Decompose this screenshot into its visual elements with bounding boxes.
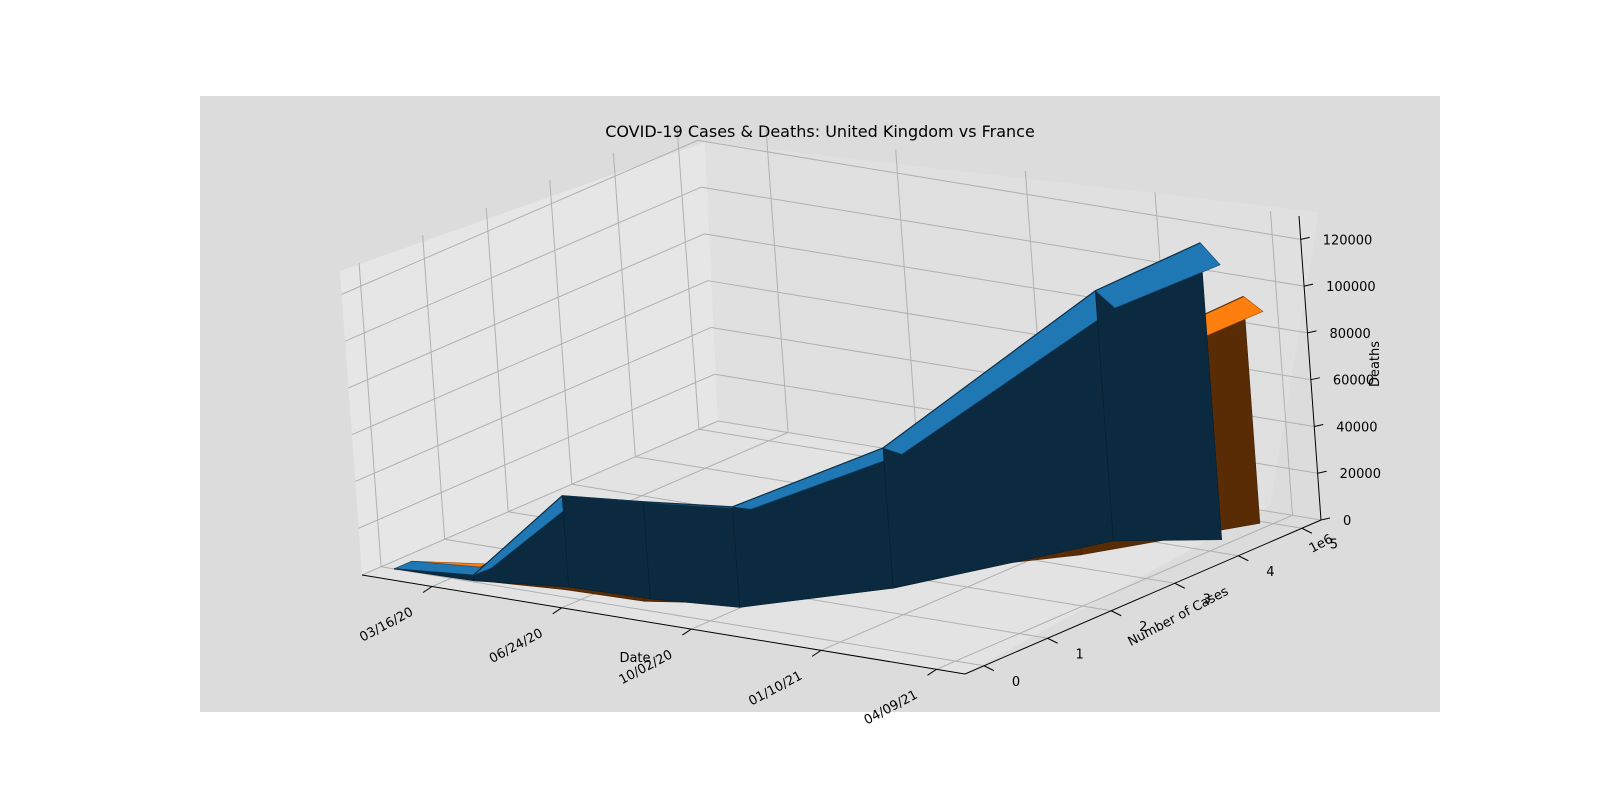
y-tick-label: 2 bbox=[1139, 620, 1147, 635]
grid-line bbox=[676, 125, 700, 430]
z-tick-mark bbox=[1317, 470, 1327, 474]
grid-line bbox=[361, 420, 719, 576]
z-axis-label: Deaths bbox=[1368, 341, 1383, 387]
grid-line bbox=[348, 233, 705, 389]
grid-line bbox=[697, 139, 1301, 240]
chart-title: COVID-19 Cases & Deaths: United Kingdom … bbox=[605, 122, 1035, 141]
grid-line bbox=[936, 514, 1293, 670]
y-tick-label: 1 bbox=[1076, 647, 1084, 662]
grid-line bbox=[341, 139, 698, 295]
x-axis-label: Date bbox=[619, 651, 650, 666]
z-tick-mark bbox=[1310, 377, 1320, 381]
x-axis-line bbox=[361, 574, 966, 675]
y-tick-label: 0 bbox=[1012, 675, 1020, 690]
grid-line bbox=[612, 152, 636, 457]
z-tick-label: 60000 bbox=[1333, 374, 1374, 389]
y-tick-mark bbox=[1174, 582, 1186, 589]
x-tick-mark bbox=[422, 586, 433, 593]
z-tick-label: 80000 bbox=[1329, 327, 1370, 342]
surface-base-patch bbox=[643, 501, 740, 608]
z-tick-mark bbox=[1314, 423, 1324, 427]
grid-line bbox=[485, 207, 509, 512]
x-tick-mark bbox=[552, 607, 562, 615]
z-tick-label: 40000 bbox=[1336, 420, 1377, 435]
z-tick-mark bbox=[1307, 330, 1317, 334]
grid-line bbox=[358, 373, 715, 529]
y-axis-line bbox=[964, 519, 1322, 675]
y-tick-label: 4 bbox=[1266, 565, 1274, 580]
y-tick-label: 3 bbox=[1203, 592, 1211, 607]
z-tick-label: 20000 bbox=[1340, 467, 1381, 482]
grid-line bbox=[549, 180, 573, 485]
y-tick-mark bbox=[1301, 527, 1313, 534]
z-tick-label: 0 bbox=[1343, 514, 1351, 529]
y-tick-mark bbox=[1238, 555, 1249, 562]
grid-line bbox=[380, 566, 985, 667]
surfaces bbox=[393, 242, 1264, 608]
z-axis-line bbox=[1298, 215, 1322, 521]
y-tick-mark bbox=[1047, 637, 1058, 644]
grid-line bbox=[422, 235, 446, 540]
surface-ridge-line bbox=[393, 242, 1201, 576]
surface-base-patch bbox=[561, 495, 651, 600]
z-tick-mark bbox=[1303, 283, 1314, 287]
z-tick-label: 100000 bbox=[1326, 280, 1376, 295]
x-tick-mark bbox=[811, 649, 822, 657]
grid-line bbox=[765, 128, 789, 433]
grid-line bbox=[895, 149, 919, 454]
grid-line bbox=[355, 327, 712, 482]
x-tick-mark bbox=[682, 628, 692, 636]
z-tick-mark bbox=[1320, 517, 1331, 521]
x-tick-mark bbox=[927, 668, 937, 676]
z-tick-mark bbox=[1300, 236, 1310, 240]
y-tick-mark bbox=[1110, 610, 1122, 617]
z-tick-label: 120000 bbox=[1323, 233, 1373, 248]
grid-line bbox=[344, 186, 702, 342]
grid-line bbox=[351, 280, 709, 436]
grid-line bbox=[358, 262, 382, 567]
y-tick-label: 5 bbox=[1330, 537, 1338, 552]
grid-line bbox=[1269, 211, 1293, 516]
y-tick-mark bbox=[983, 665, 995, 672]
